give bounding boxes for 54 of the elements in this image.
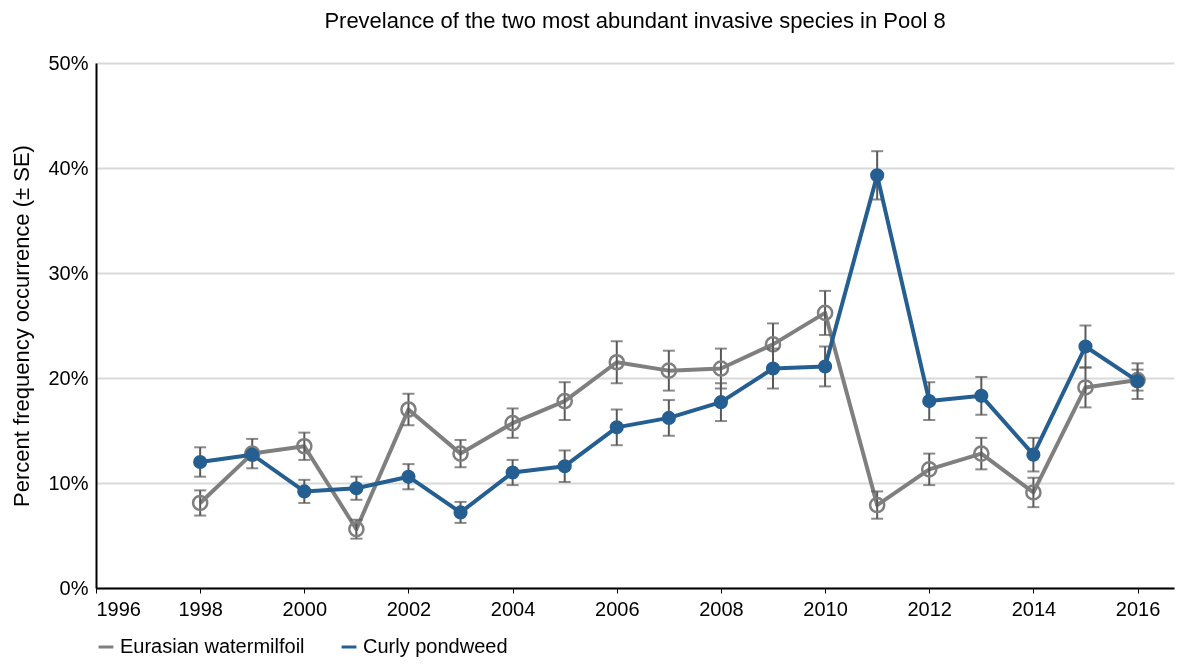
point bbox=[922, 394, 937, 409]
y-tick-label: 50% bbox=[48, 51, 89, 74]
point bbox=[712, 360, 730, 377]
y-tick-label: 20% bbox=[48, 366, 89, 389]
point bbox=[660, 362, 678, 379]
point bbox=[556, 392, 574, 410]
point bbox=[661, 410, 676, 425]
point bbox=[920, 461, 938, 478]
y-tick-label: 10% bbox=[48, 471, 89, 494]
point bbox=[868, 496, 886, 514]
x-tick-label: 2014 bbox=[1011, 597, 1057, 620]
point bbox=[972, 445, 990, 462]
point bbox=[452, 445, 469, 462]
point bbox=[818, 359, 833, 374]
y-axis-title: Percent frequency occurrence (± SE) bbox=[9, 145, 35, 507]
x-tick-label: 1998 bbox=[178, 597, 223, 620]
x-tick-label: 2002 bbox=[386, 597, 432, 620]
point bbox=[1025, 484, 1042, 501]
point bbox=[191, 494, 209, 512]
point bbox=[297, 484, 312, 499]
x-tick-label: 2000 bbox=[282, 597, 328, 620]
point bbox=[1026, 447, 1041, 462]
x-tick-label: 2006 bbox=[595, 597, 640, 620]
point bbox=[349, 481, 364, 496]
point bbox=[870, 168, 885, 183]
y-tick-label: 40% bbox=[48, 156, 89, 179]
y-tick-label: 30% bbox=[48, 261, 89, 284]
point bbox=[1077, 379, 1094, 396]
chart-title: Prevelance of the two most abundant invasive species in Pool 8 bbox=[324, 8, 946, 33]
x-tick-label: 2016 bbox=[1115, 597, 1161, 620]
y-tick-label: 0% bbox=[59, 576, 89, 599]
point bbox=[401, 469, 416, 484]
x-tick-label: 2004 bbox=[490, 597, 536, 620]
legend-label: Eurasian watermilfoil bbox=[120, 635, 305, 657]
point bbox=[609, 420, 624, 435]
point bbox=[1078, 339, 1093, 354]
x-tick-label: 1996 bbox=[96, 597, 141, 620]
point bbox=[295, 437, 313, 455]
point bbox=[816, 304, 834, 322]
point bbox=[765, 361, 781, 376]
point bbox=[713, 395, 728, 410]
point bbox=[453, 505, 468, 520]
legend-label: Curly pondweed bbox=[363, 635, 508, 657]
point bbox=[557, 459, 572, 474]
point bbox=[193, 454, 208, 470]
point bbox=[400, 401, 417, 418]
point bbox=[974, 388, 989, 403]
x-tick-label: 2012 bbox=[907, 597, 952, 620]
point bbox=[764, 336, 782, 353]
point bbox=[505, 465, 520, 480]
x-tick-label: 2008 bbox=[699, 597, 744, 620]
x-tick-label: 2010 bbox=[803, 597, 848, 620]
point bbox=[608, 353, 626, 371]
point bbox=[504, 414, 521, 432]
